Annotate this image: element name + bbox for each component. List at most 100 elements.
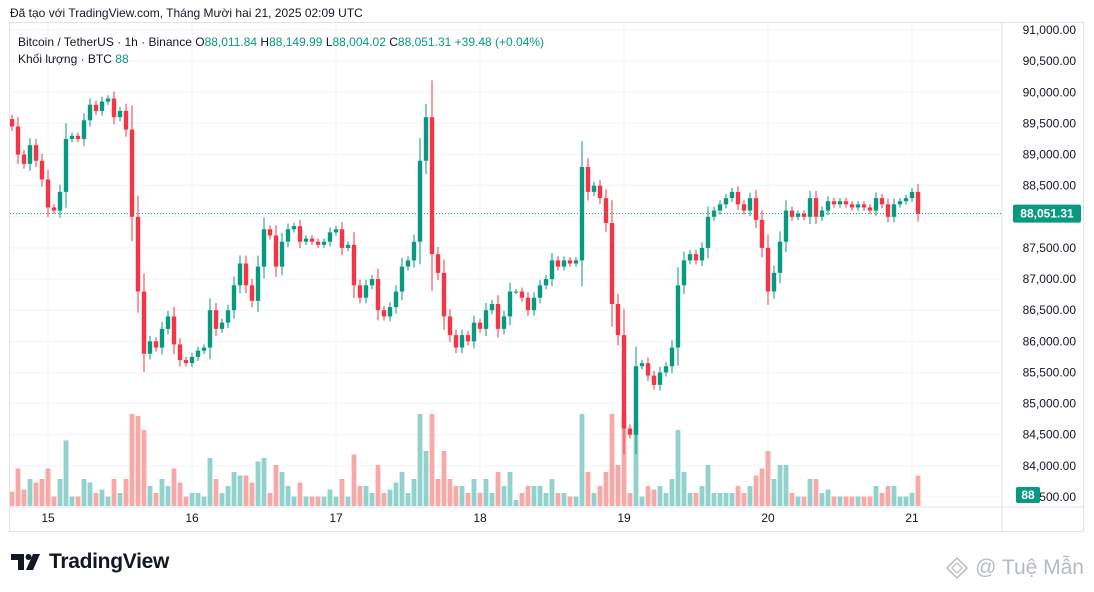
volume-bar <box>609 414 615 506</box>
candle-body <box>801 213 807 217</box>
candle-body <box>813 198 819 217</box>
candle-body <box>291 226 297 230</box>
volume-bar <box>741 493 747 506</box>
volume-bar <box>867 496 873 506</box>
volume-bar <box>555 493 561 506</box>
candle-body <box>729 191 735 199</box>
y-tick-label: 86,500.00 <box>1023 303 1077 317</box>
candle-body <box>585 166 591 192</box>
caption: Đã tạo với TradingView.com, Tháng Mười h… <box>10 6 363 20</box>
volume-bar <box>855 496 861 506</box>
volume-bar <box>261 458 267 506</box>
volume-bar <box>357 486 363 506</box>
volume-bar <box>117 493 123 506</box>
candle-body <box>699 247 705 261</box>
candle-body <box>807 198 813 217</box>
candle-body <box>561 260 567 267</box>
candle-body <box>903 198 909 202</box>
candle-body <box>639 363 645 367</box>
volume-bar <box>651 489 657 506</box>
candle-body <box>579 166 585 261</box>
candle-body <box>537 285 543 298</box>
candle-body <box>441 272 447 317</box>
volume-bar <box>309 496 315 506</box>
volume-bar <box>795 496 801 506</box>
volume-bar <box>681 472 687 506</box>
candle-body <box>453 335 459 348</box>
volume-bar <box>219 493 225 506</box>
watermark: @ Tuệ Mẫn <box>945 556 1084 580</box>
volume-bar <box>627 493 633 506</box>
volume-bar <box>783 465 789 506</box>
y-tick-label: 85,500.00 <box>1023 365 1077 379</box>
candle-body <box>111 98 117 118</box>
candle-body <box>819 210 825 217</box>
candle-body <box>789 210 795 217</box>
y-tick-label: 88,500.00 <box>1023 179 1077 193</box>
volume-bar <box>165 486 171 506</box>
candle-body <box>387 307 393 317</box>
volume-bar <box>171 468 177 506</box>
candle-body <box>741 204 747 211</box>
tradingview-logo[interactable]: TradingView <box>11 550 169 574</box>
volume-bar <box>573 496 579 506</box>
candle-body <box>219 322 225 329</box>
candle-body <box>675 285 681 348</box>
volume-bar <box>195 493 201 506</box>
volume-bar <box>225 486 231 506</box>
candle-body <box>897 201 903 205</box>
volume-bar <box>63 440 69 506</box>
legend-symbol: Bitcoin / TetherUS · 1h · Binance <box>18 35 192 49</box>
volume-bar <box>813 479 819 506</box>
candle-body <box>765 247 771 292</box>
candle-body <box>825 201 831 211</box>
volume-bar <box>45 468 51 506</box>
volume-bar <box>243 475 249 506</box>
last-price-badge <box>1013 204 1081 223</box>
volume-bar <box>393 482 399 506</box>
volume-bar <box>135 416 141 506</box>
candle-body <box>189 356 195 364</box>
y-tick-label: 84,500.00 <box>1023 428 1077 442</box>
price-chart[interactable]: 91,000.00 90,500.00 90,000.00 89,500.00 89,0… <box>10 23 1085 533</box>
candle-body <box>249 285 255 301</box>
volume-bar <box>201 496 207 506</box>
candle-body <box>735 191 741 205</box>
volume-bar <box>543 493 549 506</box>
candle-body <box>435 254 441 273</box>
volume-bar <box>915 475 921 506</box>
volume-bar <box>177 482 183 506</box>
candle-body <box>771 272 777 292</box>
volume-bar <box>69 496 75 506</box>
candle-body <box>849 204 855 208</box>
candle-body <box>201 347 207 351</box>
candle-body <box>429 117 435 255</box>
candle-body <box>225 310 231 323</box>
candle-body <box>321 241 327 245</box>
candle-body <box>645 363 651 376</box>
volume-bar <box>657 486 663 506</box>
volume-bar <box>549 479 555 506</box>
volume-bar <box>15 468 21 506</box>
y-tick-label: 90,000.00 <box>1023 85 1077 99</box>
chart-frame[interactable]: 91,000.00 90,500.00 90,000.00 89,500.00 89,0… <box>9 22 1085 533</box>
volume-bar <box>591 493 597 506</box>
volume-bar <box>849 496 855 506</box>
candle-body <box>627 428 633 435</box>
candle-body <box>351 244 357 286</box>
candle-body <box>591 185 597 192</box>
volume-bar <box>615 465 621 506</box>
candle-body <box>51 207 57 211</box>
candle-body <box>915 191 921 214</box>
candle-body <box>549 260 555 280</box>
volume-bar <box>57 479 63 506</box>
candle-body <box>153 341 159 348</box>
volume-bar <box>861 496 867 506</box>
y-tick-label: 89,000.00 <box>1023 148 1077 162</box>
volume-bar <box>645 486 651 506</box>
volume-bar <box>10 491 15 506</box>
candle-body <box>81 120 87 139</box>
candle-body <box>693 254 699 261</box>
diamond-icon <box>946 556 969 580</box>
candle-body <box>273 235 279 267</box>
